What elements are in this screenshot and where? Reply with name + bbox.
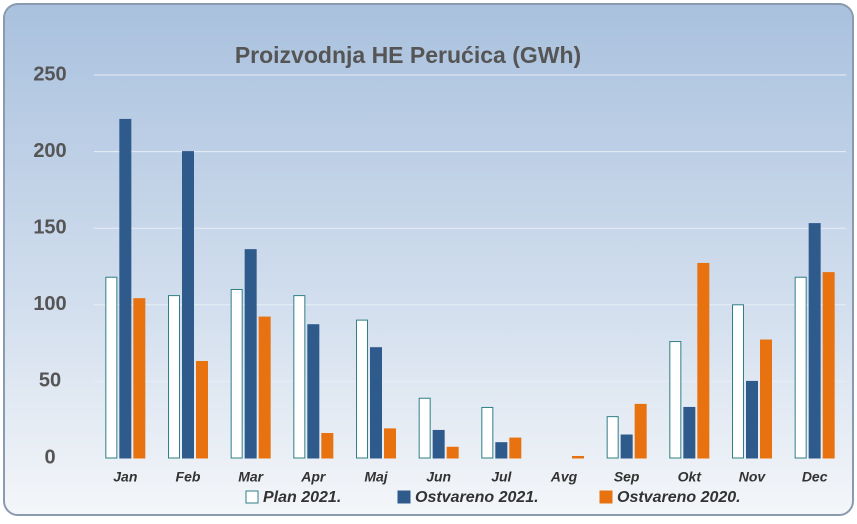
y-tick-label: 100 [33,293,66,315]
y-tick-label: 150 [33,216,66,238]
bar [119,118,132,459]
bar [620,434,633,459]
x-tick-label: Sep [614,469,640,485]
bar [697,262,710,459]
bar [432,429,445,459]
bar [244,249,257,459]
bar [822,272,835,459]
bar [495,442,508,459]
legend-swatch [599,490,613,504]
bar [446,446,459,459]
bar [509,437,522,459]
bar [746,380,758,459]
bar [760,339,772,459]
y-tick-label: 250 [33,63,66,85]
legend-swatch [397,490,411,504]
x-tick-label: Avg [550,469,578,485]
x-tick-label: Apr [300,469,327,485]
x-tick-label: Dec [802,469,828,485]
x-tick-label: Jun [426,469,451,485]
x-tick-label: Feb [176,469,201,485]
bar [105,276,118,459]
bar [230,288,243,459]
bar [307,324,320,459]
bar [634,403,647,459]
bar [293,295,306,459]
y-tick-label: 50 [39,370,61,392]
bar [196,360,208,459]
legend-label: Ostvareno 2020. [617,489,741,506]
bar [258,316,271,459]
y-tick-label: 200 [33,140,66,162]
x-tick-label: Jul [491,469,512,485]
x-tick-label: Okt [678,469,703,485]
legend-label: Plan 2021. [263,489,341,506]
bar [370,347,382,459]
x-tick-label: Mar [238,469,264,485]
bar [481,406,494,459]
chart-background [3,3,854,516]
bar [356,319,368,459]
bar [321,432,334,459]
legend-swatch [245,490,259,504]
bar [794,276,807,459]
bar [182,151,194,459]
y-tick-label: 0 [44,446,55,468]
chart-title: Proizvodnja HE Perućica (GWh) [235,42,581,68]
bar [683,406,696,459]
bar [168,295,180,459]
bar [133,298,146,459]
bar [606,416,619,459]
bar [418,397,431,459]
bar [572,455,584,459]
x-tick-label: Maj [364,469,388,485]
x-tick-label: Jan [113,469,137,485]
bar [808,223,821,459]
bar [732,304,744,459]
legend-label: Ostvareno 2021. [415,489,539,506]
bar [669,341,682,459]
x-tick-label: Nov [739,469,767,485]
bar [384,428,396,459]
